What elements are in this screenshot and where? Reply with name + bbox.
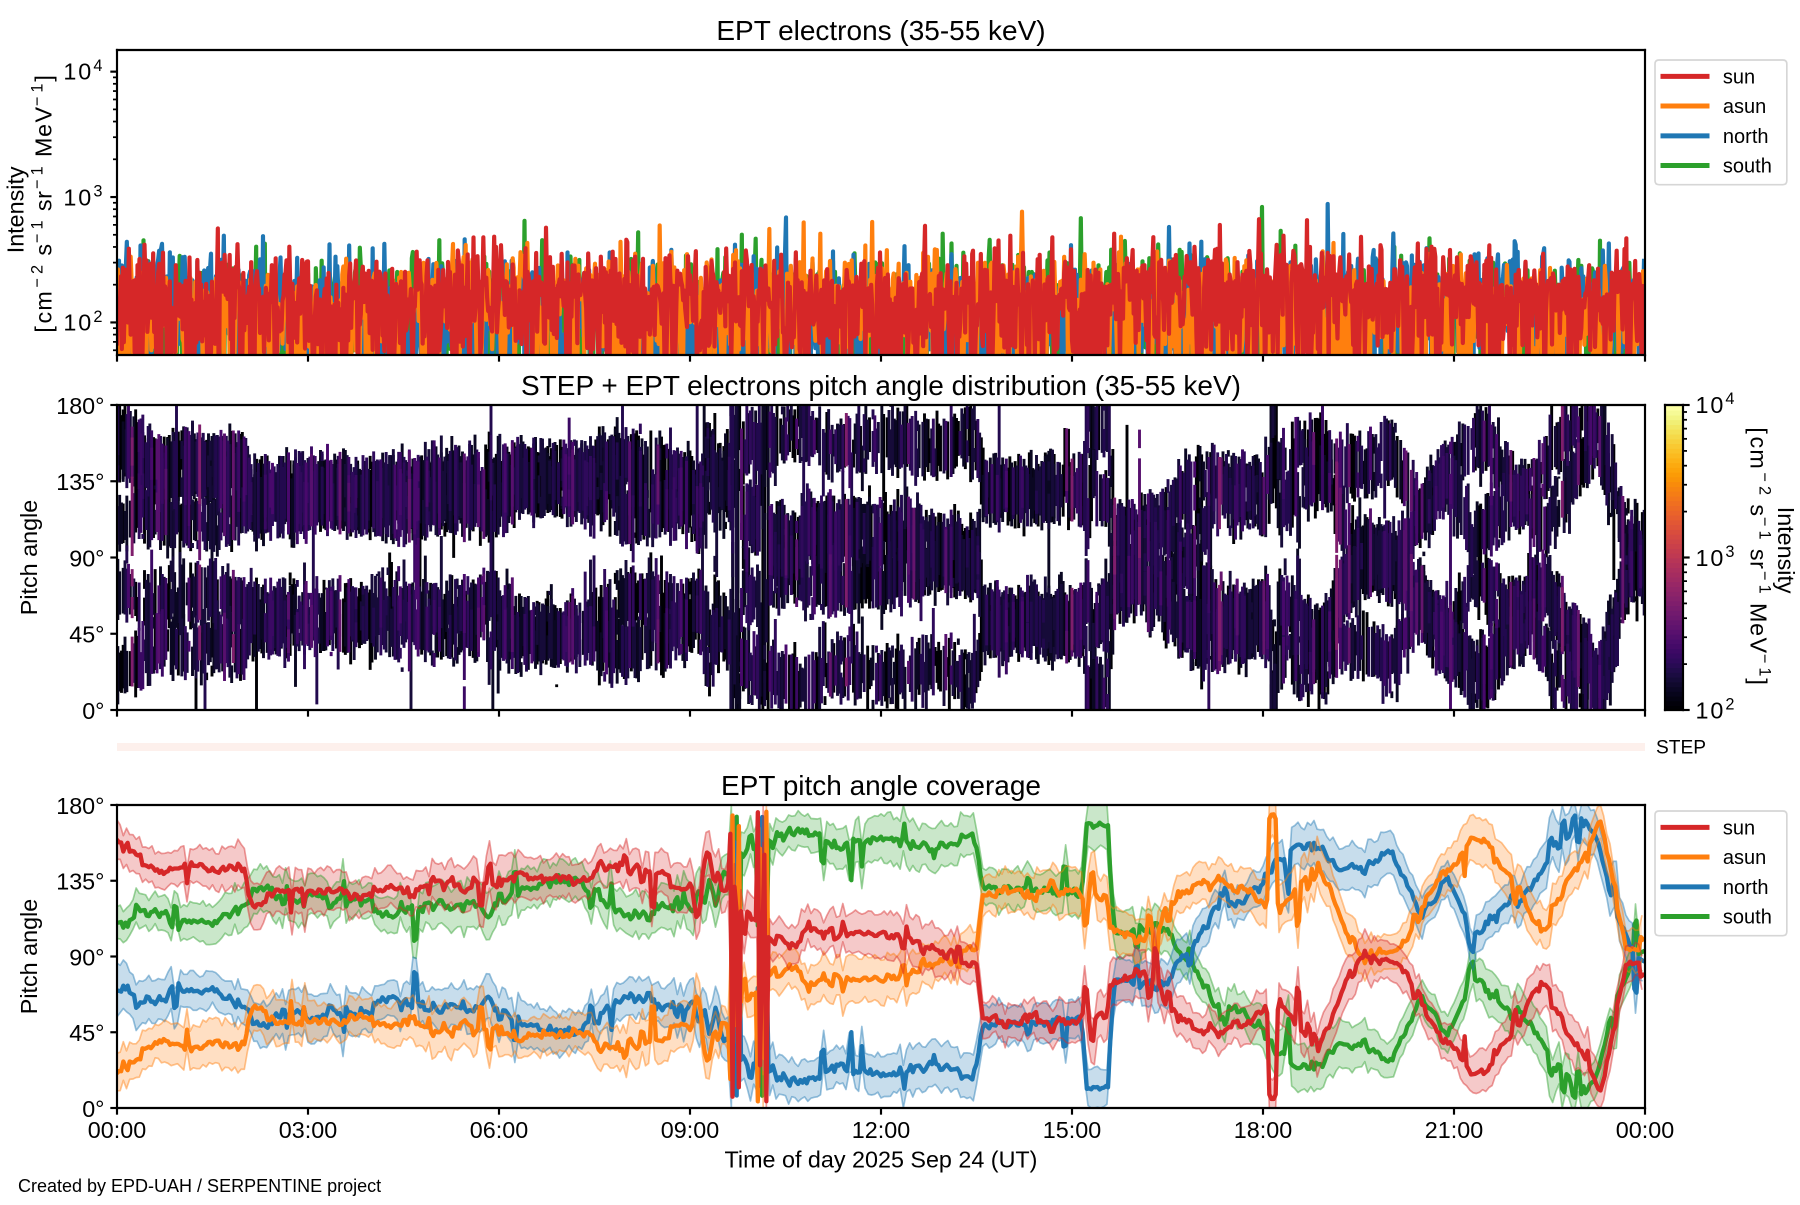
svg-text:south: south bbox=[1723, 907, 1772, 929]
svg-text:15:00: 15:00 bbox=[1043, 1117, 1101, 1143]
svg-text:45°: 45° bbox=[69, 622, 104, 648]
svg-text:09:00: 09:00 bbox=[661, 1117, 719, 1143]
svg-text:sun: sun bbox=[1723, 817, 1755, 839]
svg-text:06:00: 06:00 bbox=[470, 1117, 528, 1143]
svg-text:north: north bbox=[1723, 877, 1769, 899]
svg-text:asun: asun bbox=[1723, 847, 1766, 869]
svg-text:1 0 4: 1 0 4 bbox=[63, 56, 102, 86]
svg-text:180°: 180° bbox=[56, 393, 104, 419]
svg-text:[ c m: [ c m s s r M e V ] − 2 − 1 − 1 − 1 bbox=[18, 68, 57, 333]
svg-text:EPT pitch angle coverage: EPT pitch angle coverage bbox=[721, 770, 1041, 801]
svg-text:sun: sun bbox=[1723, 66, 1755, 88]
svg-text:Created by EPD-UAH / SERPENTIN: Created by EPD-UAH / SERPENTINE project bbox=[18, 1176, 381, 1196]
svg-text:1 0 4: 1 0 4 bbox=[1696, 389, 1735, 419]
svg-text:south: south bbox=[1723, 156, 1772, 178]
svg-text:180°: 180° bbox=[56, 793, 104, 819]
svg-text:1 0 3: 1 0 3 bbox=[1696, 542, 1735, 572]
svg-text:90°: 90° bbox=[69, 545, 104, 571]
svg-text:0°: 0° bbox=[82, 1096, 104, 1122]
svg-text:Intensity: Intensity bbox=[1773, 507, 1799, 594]
svg-text:1 0 3: 1 0 3 bbox=[63, 181, 102, 211]
svg-text:00:00: 00:00 bbox=[1616, 1117, 1674, 1143]
svg-text:21:00: 21:00 bbox=[1425, 1117, 1483, 1143]
svg-text:asun: asun bbox=[1723, 96, 1766, 118]
svg-text:Pitch angle: Pitch angle bbox=[16, 899, 42, 1014]
svg-text:STEP: STEP bbox=[1656, 737, 1706, 758]
svg-text:STEP + EPT electrons pitch ang: STEP + EPT electrons pitch angle distrib… bbox=[521, 370, 1241, 401]
svg-text:Time of day 2025 Sep 24 (UT): Time of day 2025 Sep 24 (UT) bbox=[725, 1146, 1038, 1172]
svg-text:EPT electrons (35-55 keV): EPT electrons (35-55 keV) bbox=[716, 15, 1045, 46]
svg-text:18:00: 18:00 bbox=[1234, 1117, 1292, 1143]
svg-text:[ c m: [ c m s s r M e V ] − 2 − 1 − 1 − 1 bbox=[1744, 427, 1783, 692]
svg-text:12:00: 12:00 bbox=[852, 1117, 910, 1143]
svg-text:0°: 0° bbox=[82, 698, 104, 724]
svg-text:135°: 135° bbox=[56, 869, 104, 895]
svg-text:45°: 45° bbox=[69, 1020, 104, 1046]
svg-text:Pitch angle: Pitch angle bbox=[16, 500, 42, 615]
svg-text:00:00: 00:00 bbox=[88, 1117, 146, 1143]
svg-text:135°: 135° bbox=[56, 469, 104, 495]
svg-text:1 0 2: 1 0 2 bbox=[63, 307, 102, 337]
svg-text:1 0 2: 1 0 2 bbox=[1696, 694, 1735, 724]
svg-text:north: north bbox=[1723, 126, 1769, 148]
svg-text:90°: 90° bbox=[69, 944, 104, 970]
svg-text:03:00: 03:00 bbox=[279, 1117, 337, 1143]
svg-text:Intensity: Intensity bbox=[2, 166, 28, 253]
